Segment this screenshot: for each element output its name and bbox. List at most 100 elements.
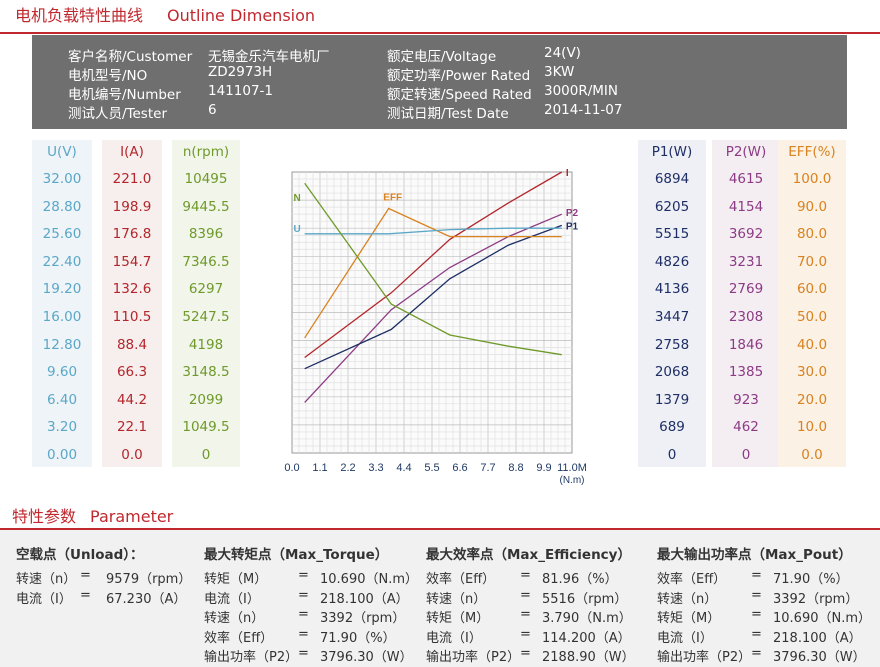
parameter-value: 218.100（A） [320, 591, 409, 607]
column-value: 22.40 [42, 253, 82, 270]
column-value: 6297 [188, 281, 224, 298]
parameter-label: 输出功率（P2） [426, 650, 521, 665]
parameter-equals: = [520, 646, 531, 661]
info-value: 3000R/MIN [544, 83, 619, 99]
parameter-equals: = [298, 626, 309, 642]
column-value: 0.00 [46, 447, 78, 463]
parameter-group-title: 最大转矩点（Max_Torque） [204, 547, 389, 563]
column-value: 6.40 [46, 391, 78, 408]
column-value: 9.60 [46, 364, 78, 381]
load-characteristic-chart: 0.0 1.1 2.2 3.3 4.4 5.5 6.6 7.7 8.8 9.9 11.0M(N.m)… [284, 168, 587, 485]
x-tick-label: 1.1 [312, 462, 327, 474]
column-value: 5247.5 [182, 309, 230, 325]
parameter-value: 9579（rpm） [106, 572, 192, 587]
parameter-equals: = [751, 607, 762, 622]
series-label: N [293, 193, 300, 204]
column-header: n(rpm) [182, 144, 230, 160]
column-voltage: U(V) 32.00 28.80 25.60 22.40 19.20 16.00 12.80 9… [32, 140, 92, 467]
column-value: 3.20 [46, 419, 78, 436]
column-value: 154.7 [112, 253, 152, 270]
parameter-value: 71.90（%） [320, 630, 396, 646]
column-value: 1049.5 [182, 419, 230, 436]
x-tick-label: 9.9 [536, 462, 551, 474]
column-speed: n(rpm) 10495 9445.5 8396 7346.5 6297 5247.5 419… [172, 140, 240, 467]
parameter-label: 转矩（M） [204, 572, 268, 587]
column-value: 2769 [728, 281, 764, 298]
parameter-title-cn: 特性参数 [12, 507, 77, 526]
column-value: 1385 [728, 364, 764, 381]
column-value: 50.0 [796, 309, 828, 325]
column-value: 16.00 [42, 309, 82, 325]
column-p1: P1(W) 6894 6205 5515 4826 4136 3447 2758 2068 137… [638, 140, 706, 467]
column-value: 1846 [728, 336, 764, 353]
column-eff: EFF(%) 100.0 90.0 80.0 70.0 60.0 50.0 40.0 30.0 2… [778, 140, 846, 467]
column-value: 132.6 [112, 281, 152, 298]
parameter-value: 3.790（N.m） [542, 611, 632, 626]
column-value: 66.3 [116, 364, 148, 381]
series-label: EFF [383, 193, 402, 204]
column-value: 923 [733, 391, 759, 408]
parameter-group-title: 空载点（Unload）： [16, 547, 144, 563]
x-tick-label: 6.6 [452, 462, 467, 474]
info-label: 电机型号/NO [68, 68, 148, 84]
parameter-label: 转矩（M） [426, 611, 490, 626]
title-en: Outline Dimension [167, 6, 316, 25]
series-label: I [566, 168, 569, 179]
parameter-equals: = [520, 626, 531, 642]
parameter-title-en: Parameter [90, 507, 174, 526]
column-value: 3692 [728, 226, 764, 243]
column-value: 0 [741, 447, 751, 463]
parameter-divider [0, 528, 880, 530]
info-value: 3KW [544, 64, 575, 80]
series-label: P1 [566, 221, 579, 232]
parameter-label: 转速（n） [657, 591, 718, 607]
parameter-group-title: 最大输出功率点（Max_Pout） [657, 547, 852, 563]
parameter-label: 转速（n） [204, 611, 265, 626]
parameter-label: 电流（I） [16, 591, 72, 607]
parameter-equals: = [520, 568, 531, 583]
column-value: 462 [733, 419, 759, 436]
info-label: 额定转速/Speed Rated [387, 87, 532, 103]
parameter-label: 电流（I） [204, 591, 260, 607]
parameter-label: 转矩（M） [657, 611, 721, 626]
series-line-u [304, 227, 562, 235]
column-value: 4198 [188, 336, 224, 353]
parameter-value: 10.690（N.m） [773, 611, 872, 626]
x-tick-label: 8.8 [508, 462, 523, 474]
parameter-panel: 空载点（Unload）： 转速（n） = 9579（rpm） 电流（I） = 67.230（… [0, 530, 880, 667]
parameter-value: 114.200（A） [542, 630, 631, 646]
x-axis-unit: (N.m) [560, 475, 585, 485]
column-value: 5515 [654, 226, 690, 243]
motor-info-panel: 客户名称/Customer 无锡金乐汽车电机厂 额定电压/Voltage 24(… [32, 35, 847, 129]
x-tick-label: 3.3 [368, 462, 383, 474]
column-value: 198.9 [112, 198, 152, 215]
info-label: 测试人员/Tester [68, 106, 167, 122]
column-current: I(A) 221.0 198.9 176.8 154.7 132.6 110.5 88.4 66… [102, 140, 162, 467]
parameter-equals: = [520, 587, 531, 603]
parameter-equals: = [80, 587, 91, 603]
info-label: 额定功率/Power Rated [387, 68, 531, 84]
info-value: 141107-1 [208, 83, 273, 99]
info-value: 无锡金乐汽车电机厂 [208, 49, 330, 65]
title-divider [0, 32, 880, 34]
x-tick-label: 2.2 [340, 462, 355, 474]
parameter-equals: = [298, 587, 309, 603]
column-value: 22.1 [116, 419, 148, 436]
parameter-label: 效率（Eff） [426, 572, 496, 587]
parameter-value: 2188.90（W） [542, 650, 635, 665]
x-tick-label: 7.7 [480, 462, 495, 474]
column-value: 7346.5 [182, 253, 230, 270]
x-tick-label: 11.0M [557, 462, 587, 474]
title-cn: 电机负载特性曲线 [15, 6, 144, 25]
column-value: 0 [667, 447, 677, 463]
series-line-i [304, 171, 563, 359]
info-value: 6 [208, 102, 217, 118]
column-value: 4615 [728, 171, 764, 187]
column-value: 44.2 [116, 391, 148, 408]
parameter-label: 效率（Eff） [657, 572, 727, 587]
column-value: 2758 [654, 336, 690, 353]
info-value: ZD2973H [208, 64, 273, 80]
column-value: 70.0 [796, 253, 828, 270]
info-label: 电机编号/Number [68, 87, 181, 103]
column-value: 90.0 [796, 198, 828, 215]
